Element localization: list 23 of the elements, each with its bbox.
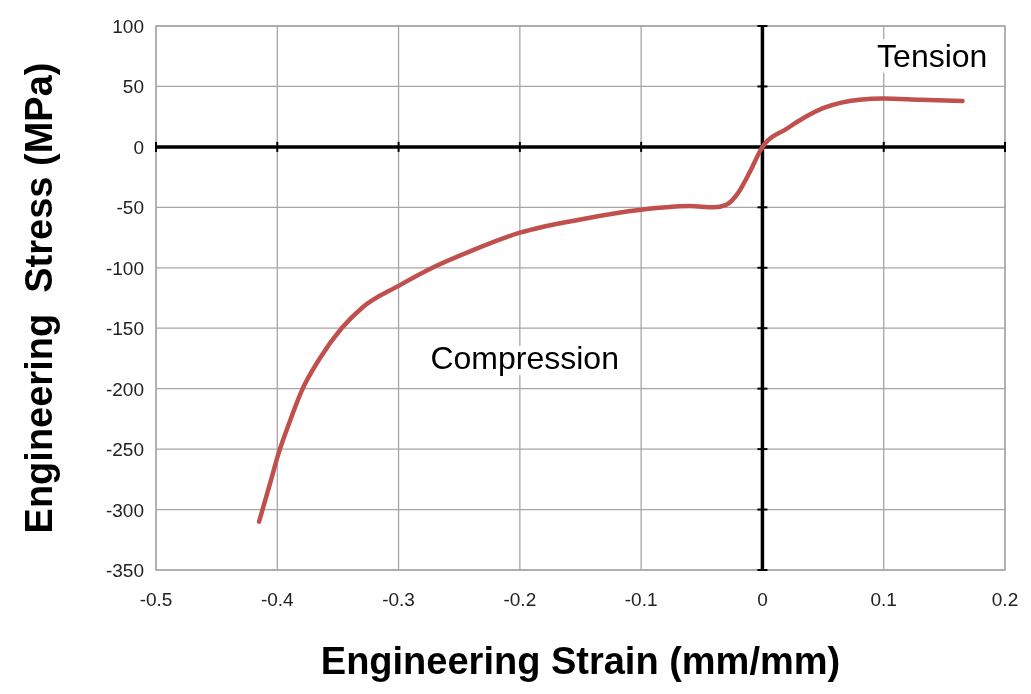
x-tick-label: 0 <box>757 589 768 610</box>
x-tick-label: -0.4 <box>260 589 295 610</box>
x-tick-label: -0.3 <box>382 589 415 610</box>
y-tick-label: -100 <box>105 257 144 279</box>
y-tick-label: -50 <box>116 197 144 219</box>
x-tick-label: 0.1 <box>870 589 897 610</box>
y-tick-label: 50 <box>122 76 144 98</box>
x-axis-title: Engineering Strain (mm/mm) <box>320 640 841 682</box>
y-tick-label: 0 <box>133 136 144 158</box>
x-tick-label: -0.5 <box>139 589 173 610</box>
x-tick-label: -0.1 <box>624 589 658 610</box>
x-tick-label: 0.2 <box>991 589 1019 610</box>
y-tick-label: -150 <box>105 318 144 340</box>
y-axis-title: Engineering Stress (MPa) <box>18 62 60 534</box>
y-tick-label: 100 <box>112 16 144 37</box>
y-tick-label: -350 <box>105 560 144 581</box>
x-tick-label: -0.2 <box>503 589 537 610</box>
y-tick-label: -300 <box>105 499 144 521</box>
line-series <box>256 96 965 524</box>
annotation: Tension <box>877 38 988 75</box>
annotation: Compression <box>430 340 619 377</box>
y-tick-label: -250 <box>105 439 144 461</box>
y-tick-label: -200 <box>105 378 144 400</box>
